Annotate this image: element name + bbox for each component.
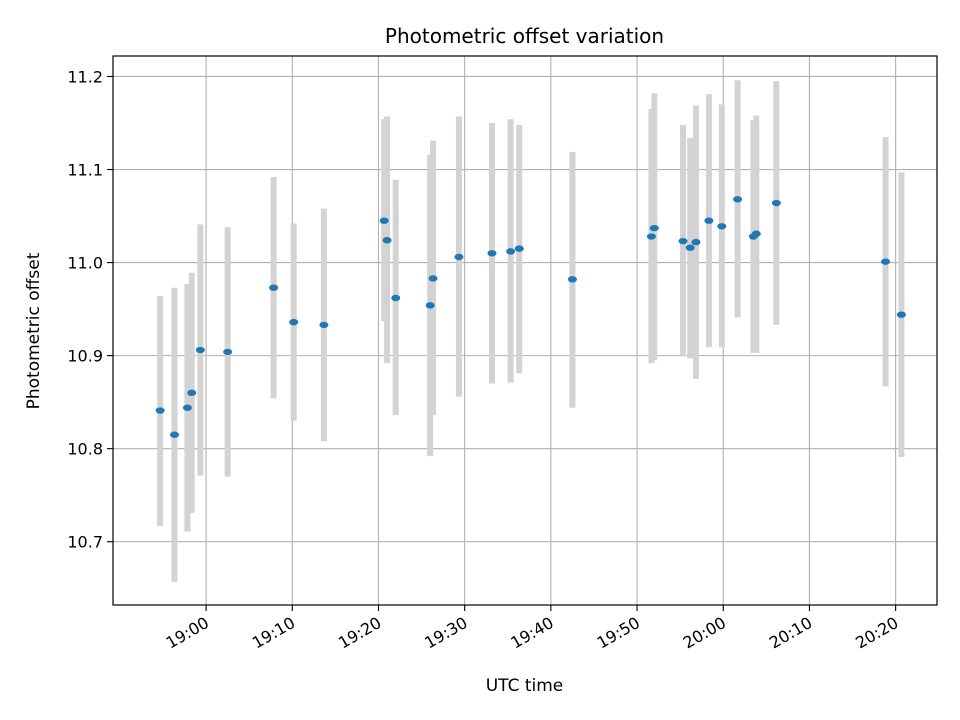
y-tick-label: 11.2 [67, 67, 103, 86]
data-point [567, 276, 577, 283]
data-point [487, 250, 497, 257]
data-points [155, 196, 906, 438]
data-point [289, 318, 299, 326]
data-point [382, 237, 392, 244]
data-point [751, 230, 761, 237]
data-point [391, 294, 401, 302]
plot-frame [112, 55, 938, 606]
data-point [169, 431, 179, 438]
data-point [771, 199, 781, 207]
data-point [514, 245, 524, 252]
y-tick-label: 11.0 [67, 254, 103, 273]
chart-title: Photometric offset variation [385, 24, 664, 48]
data-point [649, 224, 659, 232]
y-tick-label: 10.7 [67, 533, 103, 552]
data-point [223, 348, 233, 356]
grid [113, 56, 937, 605]
data-point [187, 389, 197, 397]
y-tick-label: 11.1 [67, 161, 103, 180]
data-point [733, 196, 743, 203]
y-axis: 10.7 10.8 10.9 11.0 11.1 11.2 [67, 67, 113, 552]
data-point [704, 217, 714, 224]
data-point [428, 275, 438, 282]
data-point [685, 244, 695, 251]
data-point [195, 346, 205, 354]
data-point [881, 258, 891, 265]
data-point [678, 237, 688, 245]
y-tick-label: 10.9 [67, 347, 103, 366]
data-point [319, 321, 329, 329]
data-point [896, 311, 906, 318]
x-axis-title: UTC time [486, 676, 564, 696]
data-point [379, 217, 389, 224]
data-point [691, 238, 701, 246]
data-point [269, 284, 279, 291]
data-point [454, 253, 464, 261]
data-point [717, 223, 727, 230]
y-axis-title: Photometric offset [24, 252, 44, 409]
data-point [182, 404, 192, 411]
data-point [425, 302, 435, 309]
y-tick-label: 10.8 [67, 440, 103, 459]
data-point [155, 407, 165, 414]
data-point [646, 233, 656, 240]
data-point [506, 248, 516, 255]
